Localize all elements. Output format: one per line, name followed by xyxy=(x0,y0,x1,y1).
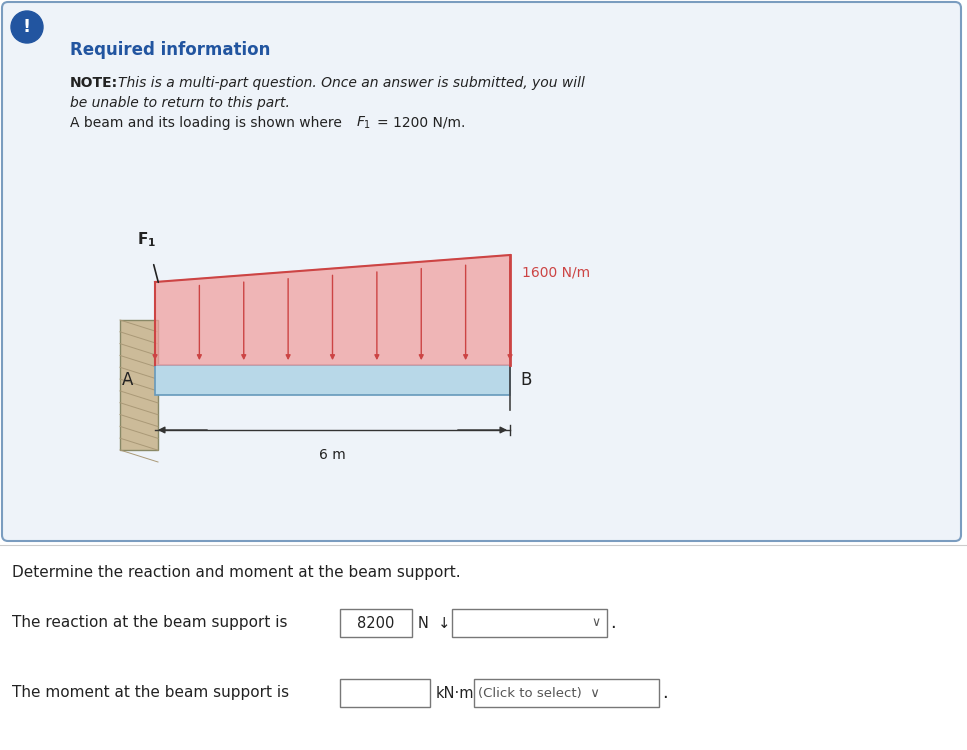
Text: 6 m: 6 m xyxy=(319,448,346,462)
Bar xyxy=(120,320,158,450)
Text: The reaction at the beam support is: The reaction at the beam support is xyxy=(12,616,287,631)
Text: .: . xyxy=(662,684,668,702)
Text: $F_1$: $F_1$ xyxy=(356,115,371,131)
Text: A: A xyxy=(122,371,133,389)
Text: B: B xyxy=(520,371,532,389)
Text: $\mathbf{F_1}$: $\mathbf{F_1}$ xyxy=(137,231,157,249)
Text: N  ↓: N ↓ xyxy=(418,616,451,631)
Text: This is a multi-part question. Once an answer is submitted, you will: This is a multi-part question. Once an a… xyxy=(118,76,585,90)
Bar xyxy=(340,679,430,707)
Text: (Click to select)  ∨: (Click to select) ∨ xyxy=(478,686,600,700)
Circle shape xyxy=(11,11,43,43)
Text: = 1200 N/m.: = 1200 N/m. xyxy=(377,116,465,130)
Bar xyxy=(452,609,607,637)
Bar xyxy=(474,679,659,707)
Text: Required information: Required information xyxy=(70,41,271,59)
Text: 1600 N/m: 1600 N/m xyxy=(522,266,590,280)
Text: NOTE:: NOTE: xyxy=(70,76,118,90)
Text: A beam and its loading is shown where: A beam and its loading is shown where xyxy=(70,116,346,130)
FancyBboxPatch shape xyxy=(2,2,961,541)
Text: The moment at the beam support is: The moment at the beam support is xyxy=(12,686,289,700)
Polygon shape xyxy=(155,255,510,365)
Text: ∨: ∨ xyxy=(592,616,601,629)
Text: .: . xyxy=(610,614,616,632)
Bar xyxy=(155,365,510,395)
Text: be unable to return to this part.: be unable to return to this part. xyxy=(70,96,290,110)
Text: 8200: 8200 xyxy=(358,616,395,631)
Text: kN·m: kN·m xyxy=(436,686,475,700)
Bar xyxy=(340,609,412,637)
Text: !: ! xyxy=(23,18,31,36)
Text: Determine the reaction and moment at the beam support.: Determine the reaction and moment at the… xyxy=(12,566,460,580)
